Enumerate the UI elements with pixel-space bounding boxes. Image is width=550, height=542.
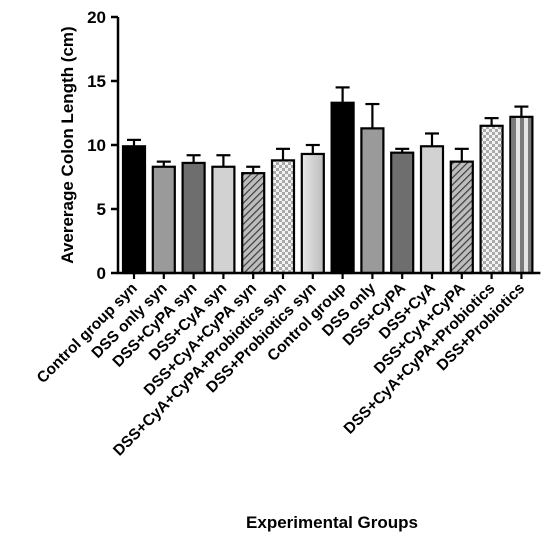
bar <box>241 172 266 275</box>
bar-group <box>151 160 176 275</box>
bars <box>121 86 534 275</box>
bar <box>330 101 355 275</box>
bar-group <box>360 102 385 275</box>
bar-group <box>300 143 325 275</box>
y-axis: 0 5 10 15 20 <box>87 8 120 283</box>
bar-group <box>419 132 445 275</box>
bar-group <box>121 138 147 275</box>
bar <box>360 127 385 275</box>
bar <box>390 151 415 275</box>
bar <box>151 165 176 275</box>
y-tick-label: 15 <box>87 72 106 91</box>
bar-group <box>211 154 236 275</box>
bar-group <box>181 154 206 275</box>
bar <box>479 124 504 275</box>
y-axis-label: Avererage Colon Length (cm) <box>58 26 77 263</box>
y-tick-label: 5 <box>97 200 106 219</box>
bar-group <box>241 165 266 275</box>
bar <box>211 165 236 275</box>
bar <box>509 115 534 275</box>
bar <box>270 159 296 275</box>
bar-group <box>330 86 355 275</box>
y-tick-label: 10 <box>87 136 106 155</box>
y-tick-label: 20 <box>87 8 106 27</box>
bar <box>181 161 206 275</box>
bar-group <box>270 147 296 275</box>
bar-group <box>479 117 504 275</box>
bar-group <box>509 105 534 275</box>
x-axis-label: Experimental Groups <box>246 513 418 532</box>
bar <box>449 160 474 275</box>
y-tick-label: 0 <box>97 264 106 283</box>
bar <box>121 145 147 275</box>
bar-group <box>449 147 474 275</box>
bar <box>419 145 445 275</box>
bar-group <box>390 147 415 275</box>
bar <box>300 152 325 275</box>
